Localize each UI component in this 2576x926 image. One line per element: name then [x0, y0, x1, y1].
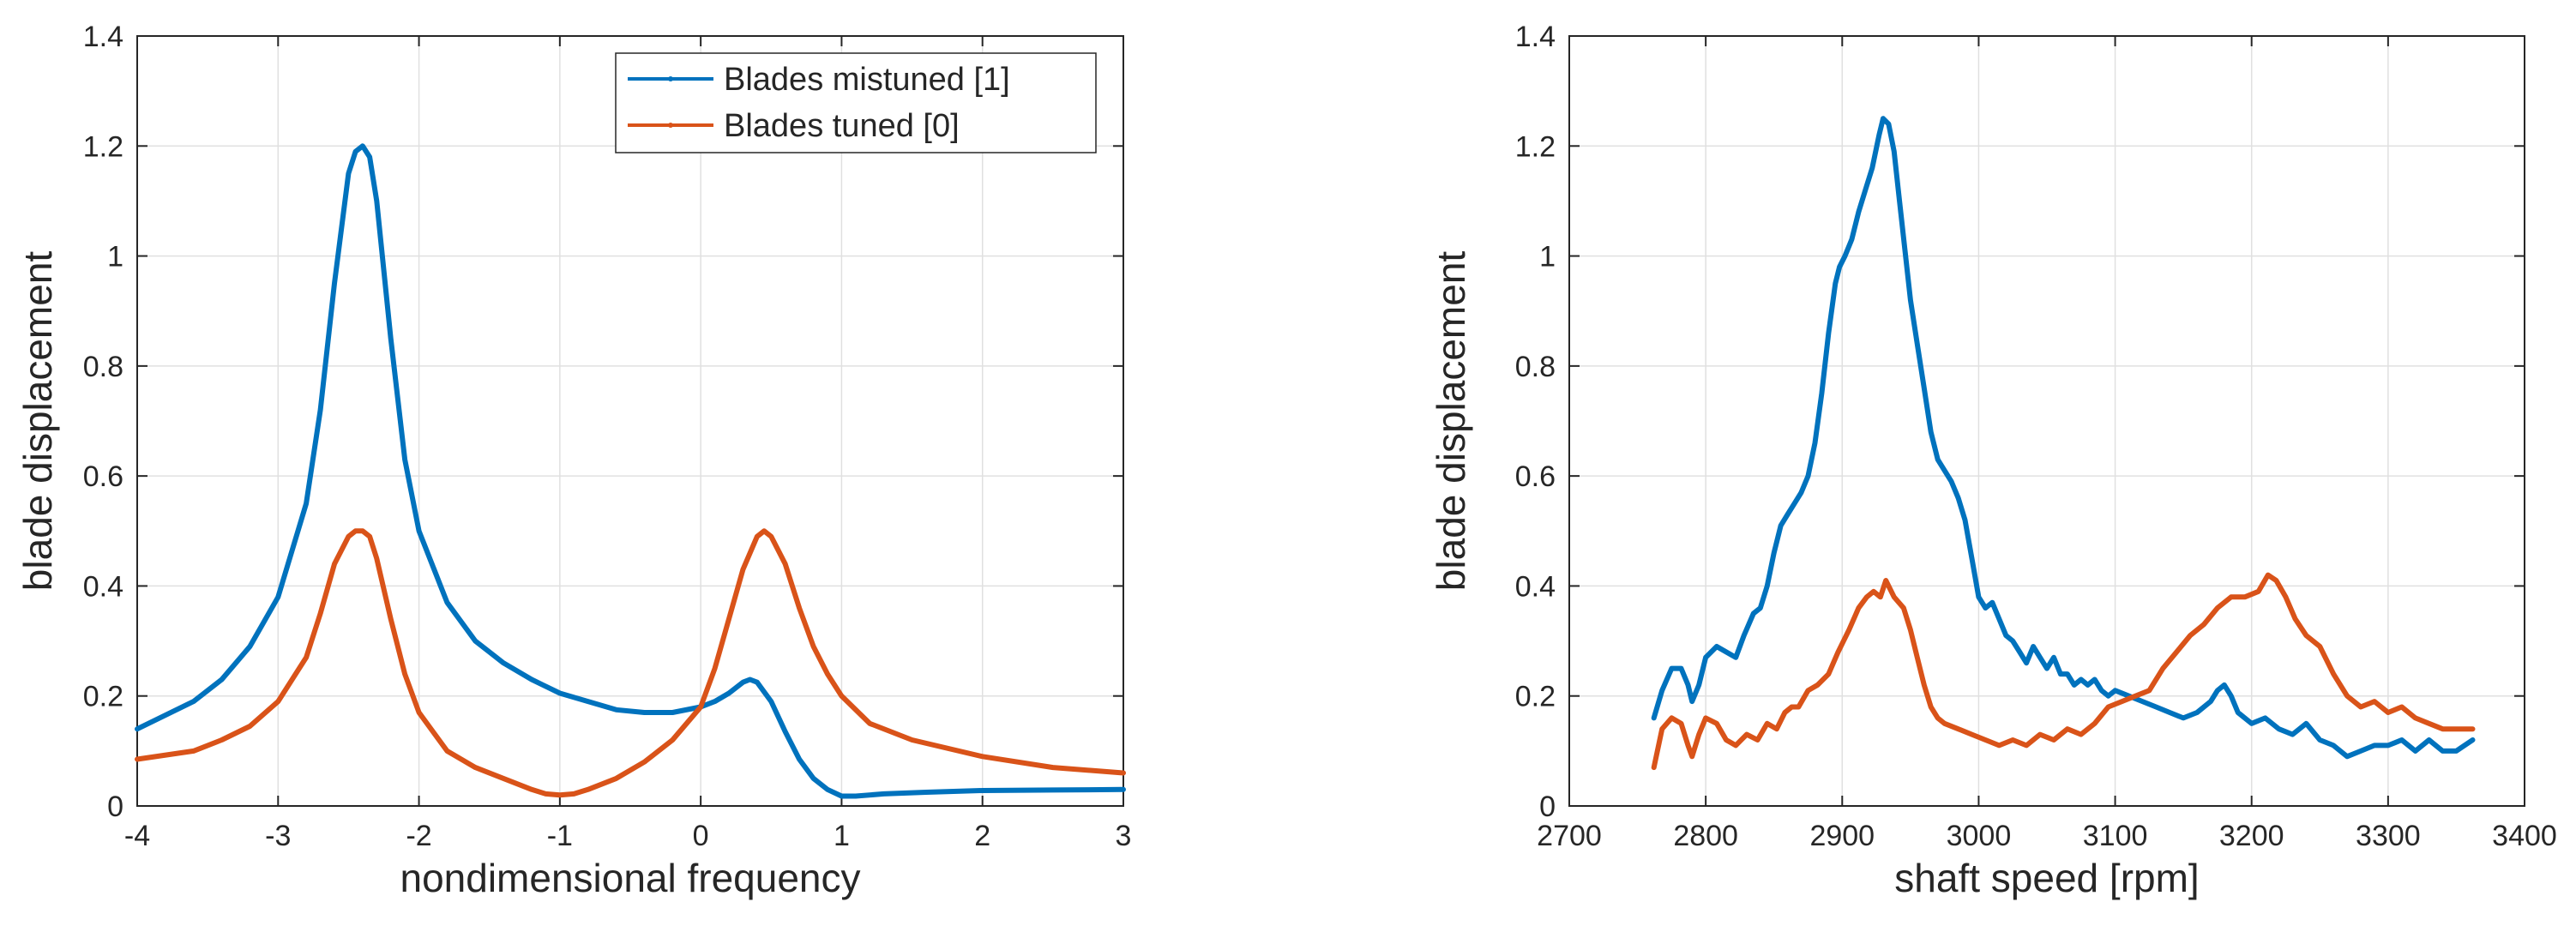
y-tick-label-left: 0.8: [83, 351, 123, 383]
series-left: [135, 143, 1126, 799]
y-tick-label-right: 0.2: [1515, 681, 1556, 713]
series-line-mistuned-left: [135, 143, 1126, 799]
x-tick-label-left: 2: [974, 820, 990, 852]
series-right: [1651, 116, 2476, 771]
legend-marker-tuned: [668, 123, 673, 128]
series-line-mistuned-right: [1651, 116, 2476, 760]
x-axis-title-right: shaft speed [rpm]: [1894, 856, 2199, 900]
series-line-tuned-left: [135, 528, 1126, 798]
x-tick-label-left: 3: [1116, 820, 1132, 852]
y-tick-label-left: 0.6: [83, 460, 123, 493]
y-tick-label-right: 1.2: [1515, 130, 1556, 163]
x-tick-label-right: 2800: [1673, 820, 1738, 852]
legend-label-tuned: Blades tuned [0]: [724, 108, 960, 144]
y-tick-label-left: 1: [107, 241, 123, 274]
ticks-right: 2700 2800 2900 3000 3100 3200 3300 3400 0 0.2 0.4 0…: [1515, 21, 2557, 852]
x-tick-label-left: 1: [834, 820, 850, 852]
x-tick-label-right: 2700: [1537, 820, 1602, 852]
x-tick-label-left: -2: [406, 820, 431, 852]
y-tick-label-right: 0.4: [1515, 570, 1556, 603]
x-tick-label-right: 3000: [1947, 820, 2012, 852]
y-tick-label-right: 1.4: [1515, 21, 1556, 53]
y-axis-title-left: blade displacement: [15, 251, 60, 592]
y-tick-label-left: 0.4: [83, 570, 123, 603]
x-tick-label-left: -3: [265, 820, 291, 852]
grid-left: [137, 36, 1123, 806]
y-tick-label-left: 0: [107, 791, 123, 823]
y-tick-label-left: 1.4: [83, 21, 123, 53]
y-tick-label-right: 0.8: [1515, 351, 1556, 383]
ticks-left: -4 -3 -2 -1 0 1 2 3 0 0.2 0.4 0.6 0.8 1 1.2 1.4: [83, 21, 1132, 852]
y-tick-label-right: 0: [1539, 791, 1556, 823]
series-line-tuned-right: [1651, 572, 2476, 771]
x-tick-label-right: 3400: [2492, 820, 2557, 852]
x-tick-label-right: 3300: [2356, 820, 2421, 852]
legend-marker-mistuned: [668, 76, 673, 81]
x-tick-label-right: 3100: [2083, 820, 2148, 852]
plot-frame-right: [1568, 35, 2525, 807]
x-tick-label-left: -1: [547, 820, 573, 852]
x-tick-label-left: 0: [693, 820, 709, 852]
legend: Blades mistuned [1] Blades tuned [0]: [615, 52, 1097, 153]
grid-right: [1569, 36, 2525, 806]
legend-box: [615, 52, 1097, 153]
y-axis-title-right: blade displacement: [1429, 251, 1473, 592]
chart-right-shaft-speed: 2700 2800 2900 3000 3100 3200 3300 3400 0 0.2 0.4 0…: [1429, 21, 2557, 900]
y-tick-label-right: 0.6: [1515, 460, 1556, 493]
x-axis-title-left: nondimensional frequency: [400, 856, 860, 900]
chart-left-frequency: -4 -3 -2 -1 0 1 2 3 0 0.2 0.4 0.6 0.8 1 1.2 1.4 nondime…: [15, 21, 1131, 900]
y-tick-label-left: 0.2: [83, 681, 123, 713]
x-tick-label-right: 3200: [2219, 820, 2284, 852]
y-tick-label-right: 1: [1539, 241, 1556, 274]
x-tick-label-right: 2900: [1809, 820, 1875, 852]
plot-frame-left: [136, 35, 1124, 807]
legend-label-mistuned: Blades mistuned [1]: [724, 62, 1010, 98]
y-tick-label-left: 1.2: [83, 130, 123, 163]
x-tick-label-left: -4: [124, 820, 150, 852]
